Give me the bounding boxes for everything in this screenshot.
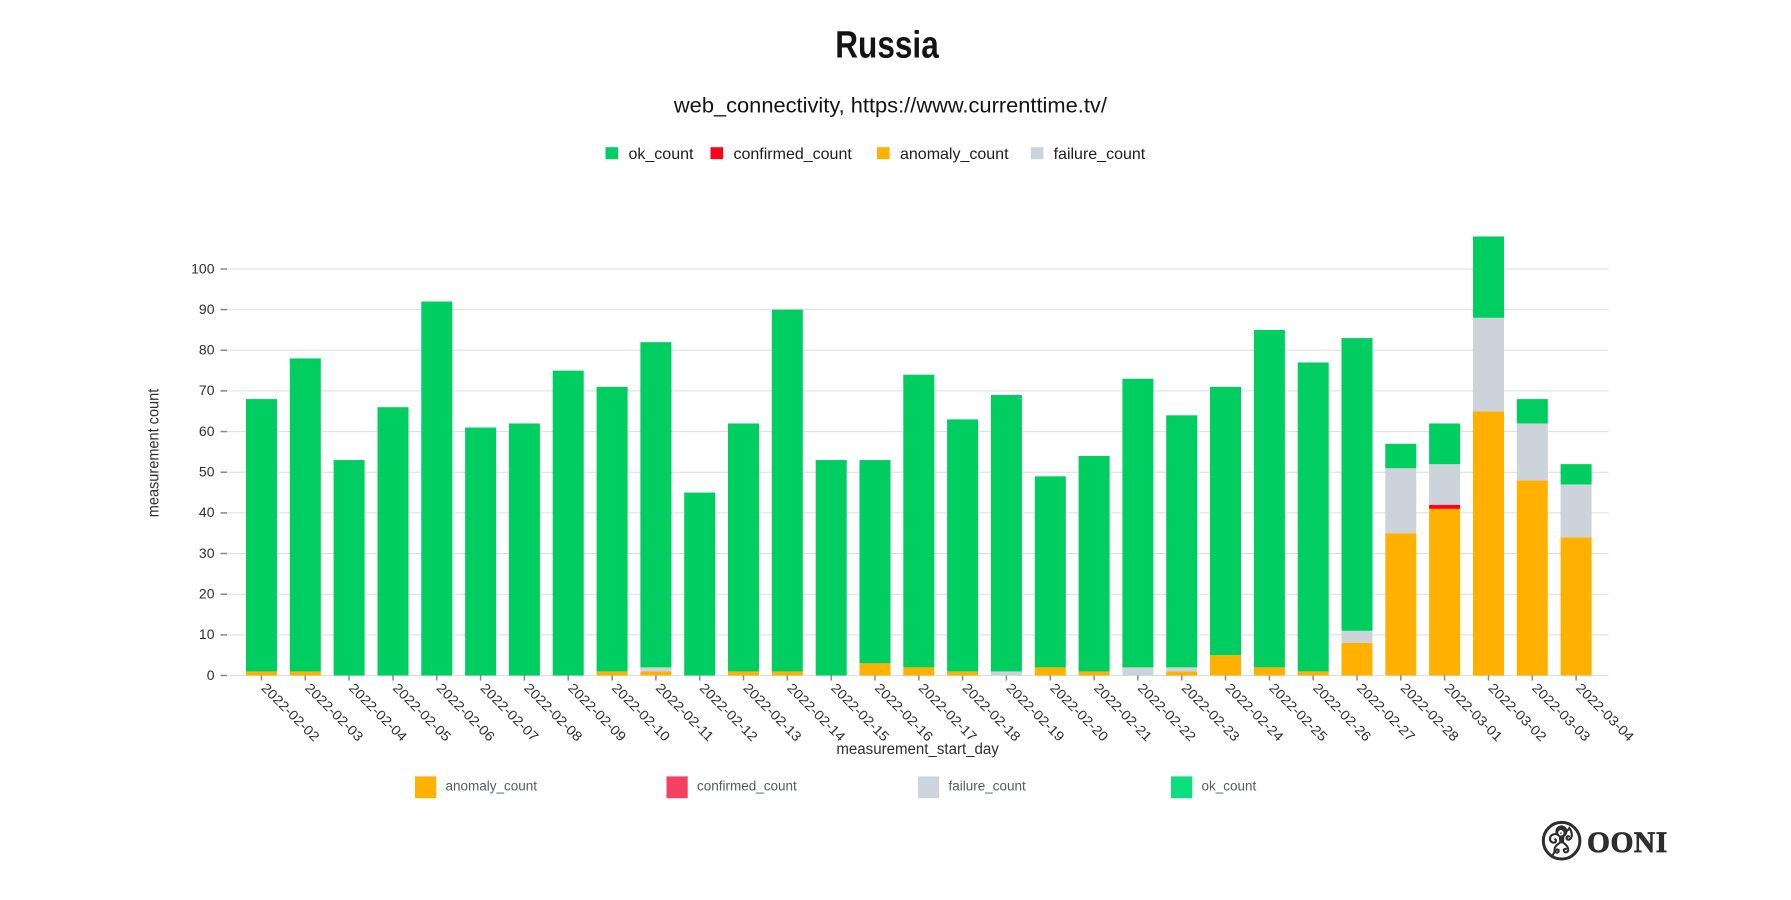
svg-text:60: 60 — [199, 423, 215, 439]
svg-text:20: 20 — [199, 586, 215, 602]
svg-text:confirmed_count: confirmed_count — [697, 779, 797, 794]
svg-text:anomaly_count: anomaly_count — [446, 779, 538, 794]
svg-text:70: 70 — [199, 382, 215, 398]
svg-text:anomaly_count: anomaly_count — [900, 146, 1009, 163]
svg-text:10: 10 — [199, 626, 215, 642]
svg-text:measurement count: measurement count — [146, 388, 163, 517]
svg-text:confirmed_count: confirmed_count — [734, 146, 853, 163]
svg-text:failure_count: failure_count — [949, 779, 1027, 794]
svg-text:80: 80 — [199, 342, 215, 358]
svg-text:Russia: Russia — [835, 25, 939, 67]
svg-text:OONI: OONI — [1587, 827, 1668, 859]
svg-text:ok_count: ok_count — [629, 146, 694, 163]
svg-text:measurement_start_day: measurement_start_day — [836, 741, 999, 758]
svg-text:0: 0 — [207, 667, 215, 683]
svg-text:40: 40 — [199, 504, 215, 520]
svg-text:web_connectivity, https://www.: web_connectivity, https://www.currenttim… — [673, 94, 1107, 118]
svg-text:failure_count: failure_count — [1054, 146, 1146, 163]
svg-text:30: 30 — [199, 545, 215, 561]
svg-text:ok_count: ok_count — [1202, 779, 1257, 794]
svg-text:90: 90 — [199, 301, 215, 317]
svg-text:50: 50 — [199, 464, 215, 480]
svg-text:100: 100 — [191, 260, 215, 276]
